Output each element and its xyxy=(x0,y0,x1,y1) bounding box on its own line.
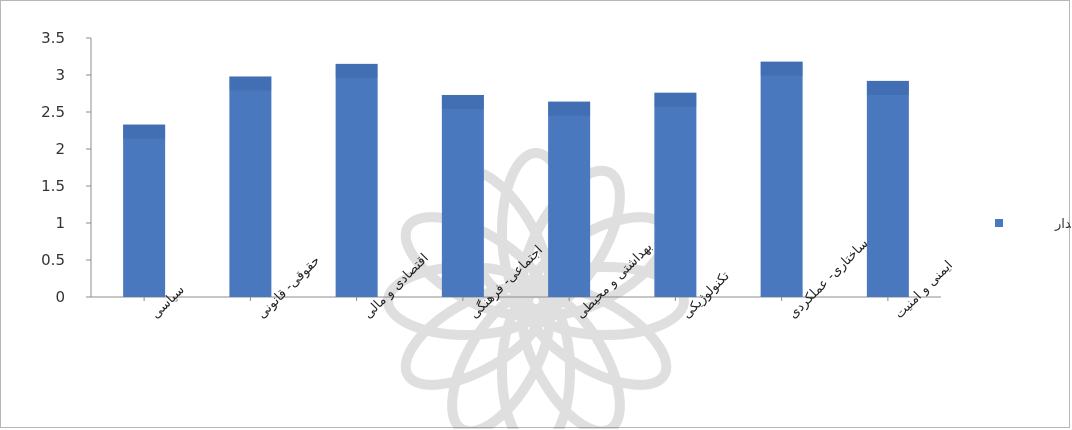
bar xyxy=(229,76,272,297)
watermark-petal xyxy=(447,286,555,429)
bar-cap xyxy=(441,94,484,109)
bar xyxy=(548,101,591,297)
legend-swatch xyxy=(995,219,1003,227)
bar xyxy=(654,92,697,297)
bar-cap xyxy=(760,61,803,76)
y-tick-label: 1 xyxy=(55,214,65,232)
bar-cap xyxy=(866,80,909,95)
bar xyxy=(760,61,803,298)
y-tick-label: 0 xyxy=(55,288,65,306)
watermark-petal xyxy=(497,288,575,429)
bar xyxy=(123,124,166,297)
bar-cap xyxy=(654,92,697,107)
watermark-emblem xyxy=(383,148,689,429)
y-tick-label: 1.5 xyxy=(41,177,65,195)
y-tick-label: 3.5 xyxy=(41,29,65,47)
bars xyxy=(123,61,909,298)
bar xyxy=(441,94,484,297)
legend-label: مقدار xyxy=(1054,217,1071,232)
legend: مقدار xyxy=(995,217,1071,232)
y-tick-label: 0.5 xyxy=(41,251,65,269)
watermark-petal xyxy=(523,262,689,340)
y-tick-label: 3 xyxy=(55,66,65,84)
bar-cap xyxy=(548,101,591,116)
bar-cap xyxy=(335,63,378,78)
bar xyxy=(335,63,378,298)
watermark-petal xyxy=(517,165,625,316)
y-tick-label: 2 xyxy=(55,140,65,158)
watermark-petal xyxy=(517,286,625,429)
bar-cap xyxy=(123,124,166,139)
y-tick-labels: 0 0.5 1 1.5 2 2.5 3 3.5 xyxy=(41,29,65,306)
bar xyxy=(866,80,909,297)
y-tick-label: 2.5 xyxy=(41,103,65,121)
bar-cap xyxy=(229,76,272,91)
